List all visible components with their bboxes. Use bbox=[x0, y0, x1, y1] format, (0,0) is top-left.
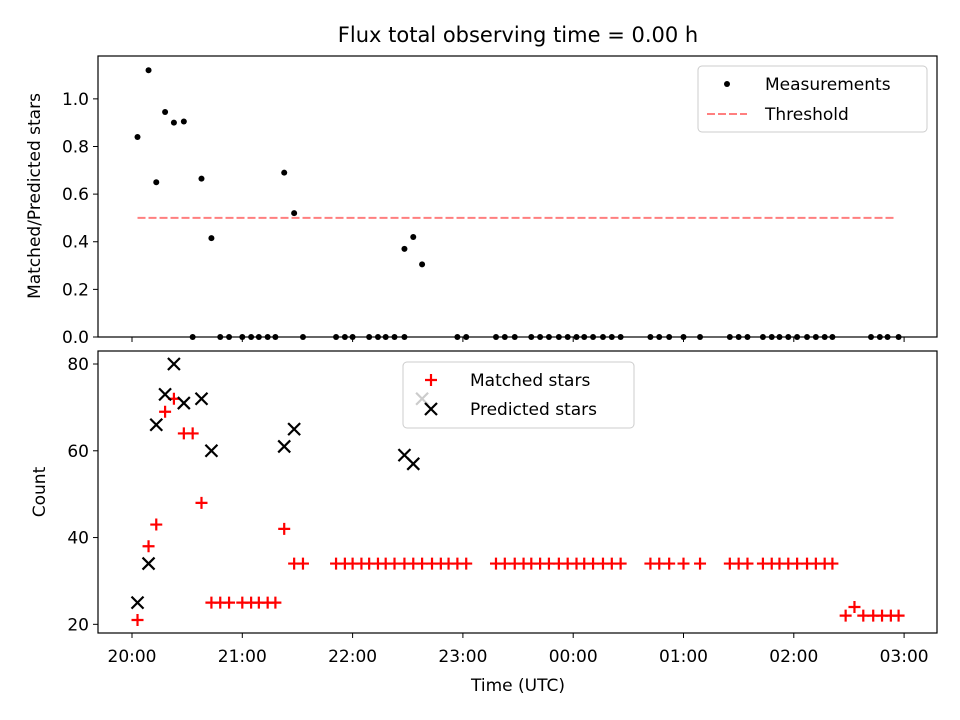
predicted-star-marker bbox=[141, 556, 156, 571]
x-tick-label: 01:00 bbox=[659, 647, 708, 667]
x-tick-label: 20:00 bbox=[108, 647, 157, 667]
top-y-tick-label: 0.2 bbox=[62, 280, 89, 300]
matched-star-marker bbox=[848, 600, 861, 613]
matched-star-marker bbox=[614, 557, 627, 570]
predicted-star-marker bbox=[194, 391, 209, 406]
bottom-axes-frame bbox=[97, 350, 938, 634]
measurement-point bbox=[198, 175, 205, 182]
matched-star-marker bbox=[694, 557, 707, 570]
bottom-x-ticks: 20:00 21:00 22:00 23:00 00:00 01:00 02:00 03:00 bbox=[108, 633, 929, 667]
matched-star-marker bbox=[677, 557, 690, 570]
matched-star-marker bbox=[839, 609, 852, 622]
top-y-tick-label: 1.0 bbox=[62, 90, 89, 110]
measurement-point bbox=[162, 108, 169, 115]
bottom-marks bbox=[130, 357, 905, 626]
bottom-y-ticks: 20 40 60 80 bbox=[67, 355, 98, 635]
measurement-point bbox=[153, 179, 160, 186]
matched-star-marker bbox=[223, 596, 236, 609]
top-y-tick-label: 0.0 bbox=[62, 328, 89, 348]
measurement-point bbox=[145, 67, 152, 74]
legend-matched-marker bbox=[425, 374, 437, 386]
x-tick-label: 03:00 bbox=[880, 647, 929, 667]
matched-star-marker bbox=[195, 496, 208, 509]
measurement-point bbox=[208, 235, 215, 242]
predicted-star-marker bbox=[177, 396, 191, 410]
matched-star-marker bbox=[278, 522, 291, 535]
top-x-ticks bbox=[131, 337, 905, 342]
measurement-point bbox=[281, 169, 288, 176]
matched-star-marker bbox=[741, 557, 754, 570]
x-tick-label: 23:00 bbox=[438, 647, 487, 667]
x-tick-label: 21:00 bbox=[218, 647, 267, 667]
top-panel: 0.0 0.2 0.4 0.6 0.8 1.0 Matched/Predicted sta… bbox=[25, 55, 938, 348]
matched-star-marker bbox=[150, 518, 163, 531]
bottom-y-tick-label: 40 bbox=[67, 529, 89, 549]
legend-predicted-label: Predicted stars bbox=[470, 400, 597, 420]
chart-title: Flux total observing time = 0.00 h bbox=[338, 23, 698, 47]
predicted-star-marker bbox=[287, 422, 301, 436]
legend-predicted-marker bbox=[424, 402, 438, 416]
top-legend: Measurements Threshold bbox=[697, 65, 928, 133]
legend-threshold-label: Threshold bbox=[764, 105, 849, 125]
measurement-point bbox=[419, 261, 426, 268]
x-axis-label: Time (UTC) bbox=[470, 676, 565, 696]
measurement-point bbox=[401, 245, 408, 252]
matched-star-marker bbox=[159, 405, 172, 418]
matched-star-marker bbox=[131, 613, 144, 626]
predicted-star-marker bbox=[277, 439, 291, 454]
predicted-star-marker bbox=[158, 387, 172, 402]
matched-star-marker bbox=[826, 557, 839, 570]
bottom-panel: 20 40 60 80 20:00 21:00 22:00 23:00 00:00 01:00 0… bbox=[30, 350, 938, 696]
matched-star-marker bbox=[269, 596, 282, 609]
predicted-star-marker bbox=[406, 457, 421, 471]
top-y-tick-label: 0.8 bbox=[62, 137, 89, 157]
top-y-tick-label: 0.4 bbox=[62, 233, 89, 253]
predicted-star-marker bbox=[130, 595, 145, 610]
measurement-point bbox=[134, 133, 141, 140]
x-tick-label: 02:00 bbox=[769, 647, 818, 667]
x-tick-label: 00:00 bbox=[549, 647, 598, 667]
bottom-y-tick-label: 20 bbox=[67, 615, 89, 635]
measurement-point bbox=[180, 118, 187, 125]
bottom-y-axis-label: Count bbox=[30, 466, 50, 517]
matched-star-marker bbox=[663, 557, 676, 570]
matched-star-marker bbox=[296, 557, 309, 570]
predicted-star-marker bbox=[167, 357, 181, 371]
legend-measurements-marker bbox=[724, 81, 730, 87]
matched-star-marker bbox=[892, 609, 905, 622]
legend-measurements-label: Measurements bbox=[765, 75, 891, 95]
bottom-y-tick-label: 80 bbox=[67, 355, 89, 375]
measurement-point bbox=[291, 210, 298, 217]
top-y-tick-label: 0.6 bbox=[62, 185, 89, 205]
measurement-point bbox=[170, 119, 177, 126]
matched-star-marker bbox=[460, 557, 473, 570]
legend-matched-label: Matched stars bbox=[470, 371, 590, 391]
bottom-legend: Matched stars Predicted stars bbox=[402, 361, 635, 429]
x-tick-label: 22:00 bbox=[328, 647, 377, 667]
top-y-axis-label: Matched/Predicted stars bbox=[25, 93, 45, 299]
predicted-star-marker bbox=[149, 417, 164, 432]
measurement-point bbox=[410, 233, 417, 240]
predicted-star-marker bbox=[204, 444, 219, 458]
top-y-ticks: 0.0 0.2 0.4 0.6 0.8 1.0 bbox=[62, 90, 98, 348]
bottom-y-tick-label: 60 bbox=[67, 442, 89, 462]
top-axes-frame bbox=[97, 55, 938, 338]
matched-star-marker bbox=[142, 540, 155, 553]
matched-star-marker bbox=[186, 427, 199, 440]
